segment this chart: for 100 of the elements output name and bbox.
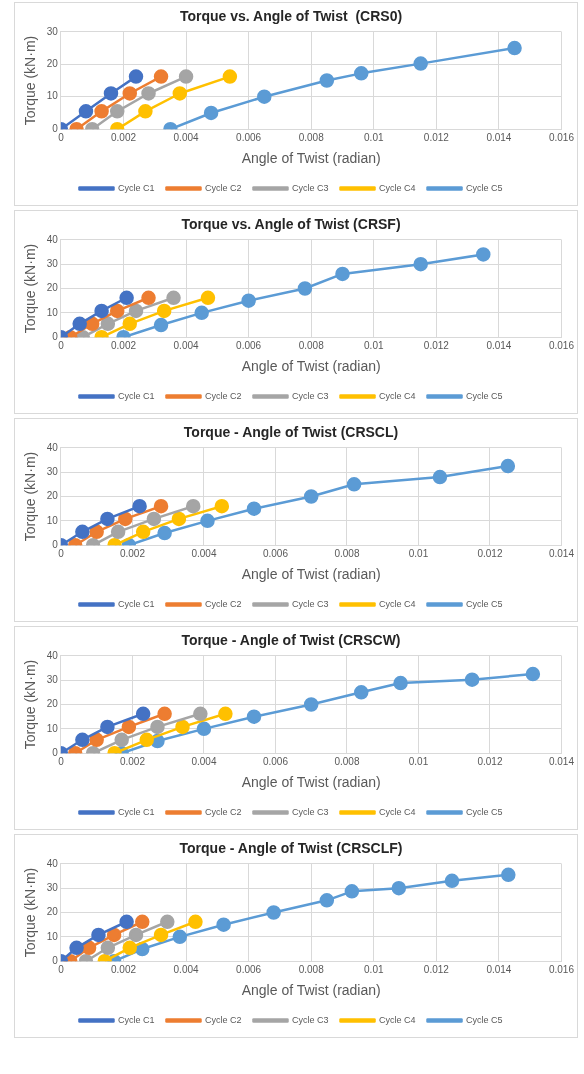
x-tick-label: 0.012	[423, 131, 450, 143]
legend-label: Cycle C4	[379, 390, 416, 401]
y-tick-label: 0	[52, 122, 59, 134]
x-tick-label: 0.008	[334, 547, 360, 559]
y-tick-label: 10	[46, 722, 59, 734]
legend-label: Cycle C1	[117, 182, 155, 193]
chart-title: Torque vs. Angle of Twist (CRSF)	[181, 216, 401, 233]
x-tick-label: 0.008	[334, 755, 360, 767]
x-axis-title: Angle of Twist (radian)	[241, 982, 381, 999]
legend-label: Cycle C2	[204, 598, 242, 609]
y-tick-label: 30	[46, 673, 59, 685]
x-tick-label: 0.01	[364, 131, 384, 143]
y-axis-title: Torque (kN·m)	[22, 451, 39, 542]
legend-label: Cycle C5	[466, 182, 503, 193]
x-tick-label: 0.008	[298, 339, 325, 351]
x-tick-label: 0.01	[408, 755, 429, 767]
x-tick-label: 0.014	[486, 963, 512, 975]
x-tick-label: 0.01	[364, 339, 384, 351]
x-tick-label: 0.008	[298, 131, 325, 143]
x-tick-label: 0.004	[173, 131, 200, 143]
legend-label: Cycle C5	[466, 1014, 503, 1025]
x-tick-label: 0.012	[423, 963, 450, 975]
y-tick-label: 10	[46, 930, 59, 942]
chart-title: Torque - Angle of Twist (CRSCW)	[181, 632, 401, 649]
y-tick-label: 10	[46, 514, 59, 526]
x-tick-label: 0.002	[110, 131, 137, 143]
y-axis-title: Torque (kN·m)	[22, 35, 39, 126]
y-tick-label: 20	[46, 490, 59, 502]
x-tick-label: 0.006	[262, 755, 289, 767]
x-tick-label: 0.014	[486, 131, 512, 143]
legend-label: Cycle C3	[292, 390, 329, 401]
legend-label: Cycle C2	[204, 1014, 242, 1025]
chart-title: Torque vs. Angle of Twist (CRS0)	[179, 8, 403, 25]
y-tick-label: 20	[46, 698, 59, 710]
x-axis-title: Angle of Twist (radian)	[241, 774, 381, 791]
x-tick-label: 0.006	[262, 547, 289, 559]
y-tick-label: 20	[46, 58, 59, 70]
y-axis-title: Torque (kN·m)	[22, 243, 39, 334]
x-tick-label: 0.016	[548, 963, 575, 975]
x-tick-label: 0.004	[173, 963, 200, 975]
x-tick-label: 0.004	[191, 547, 217, 559]
legend-label: Cycle C1	[117, 598, 155, 609]
legend-label: Cycle C5	[466, 806, 503, 817]
legend-label: Cycle C2	[204, 390, 242, 401]
y-tick-label: 20	[46, 906, 59, 918]
x-axis-title: Angle of Twist (radian)	[241, 566, 381, 583]
legend-label: Cycle C4	[379, 182, 416, 193]
legend-label: Cycle C3	[292, 806, 329, 817]
x-tick-label: 0.01	[364, 963, 384, 975]
y-tick-label: 10	[46, 90, 59, 102]
legend-label: Cycle C3	[292, 182, 329, 193]
y-tick-label: 40	[46, 441, 59, 453]
legend-label: Cycle C1	[117, 390, 155, 401]
legend-label: Cycle C4	[379, 598, 416, 609]
x-tick-label: 0.002	[110, 339, 137, 351]
y-tick-label: 0	[52, 330, 59, 342]
legend-label: Cycle C2	[204, 182, 242, 193]
legend-label: Cycle C2	[204, 806, 242, 817]
x-tick-label: 0.006	[236, 339, 262, 351]
legend-label: Cycle C1	[117, 806, 155, 817]
x-tick-label: 0.01	[408, 547, 429, 559]
x-tick-label: 0.008	[298, 963, 325, 975]
y-tick-label: 0	[52, 538, 59, 550]
x-tick-label: 0.004	[191, 755, 217, 767]
y-tick-label: 0	[52, 746, 59, 758]
y-axis-title: Torque (kN·m)	[22, 867, 39, 958]
x-tick-label: 0.002	[119, 547, 146, 559]
legend-label: Cycle C4	[379, 1014, 416, 1025]
x-tick-label: 0.006	[236, 963, 262, 975]
x-tick-label: 0.006	[236, 131, 262, 143]
x-tick-label: 0.014	[548, 547, 575, 559]
y-tick-label: 40	[46, 857, 59, 869]
x-tick-label: 0.002	[119, 755, 146, 767]
x-tick-label: 0.014	[486, 339, 512, 351]
y-tick-label: 20	[46, 282, 59, 294]
y-tick-label: 0	[52, 954, 59, 966]
x-tick-label: 0.016	[548, 339, 575, 351]
x-tick-label: 0.012	[423, 339, 450, 351]
x-tick-label: 0.016	[548, 131, 575, 143]
x-tick-label: 0.004	[173, 339, 200, 351]
legend-label: Cycle C1	[117, 1014, 155, 1025]
legend-label: Cycle C5	[466, 598, 503, 609]
y-tick-label: 10	[46, 306, 59, 318]
legend-label: Cycle C4	[379, 806, 416, 817]
y-tick-label: 30	[46, 881, 59, 893]
y-tick-label: 40	[46, 233, 59, 245]
x-tick-label: 0.014	[548, 755, 575, 767]
x-tick-label: 0.012	[477, 755, 503, 767]
y-tick-label: 30	[46, 257, 59, 269]
y-tick-label: 30	[46, 465, 59, 477]
y-axis-title: Torque (kN·m)	[22, 659, 39, 750]
y-tick-label: 40	[46, 649, 59, 661]
legend-label: Cycle C5	[466, 390, 503, 401]
chart-title: Torque - Angle of Twist (CRSCLF)	[179, 840, 403, 857]
y-tick-label: 30	[46, 25, 59, 37]
legend-label: Cycle C3	[292, 598, 329, 609]
x-axis-title: Angle of Twist (radian)	[241, 150, 381, 167]
chart-title: Torque - Angle of Twist (CRSCL)	[183, 424, 399, 441]
x-axis-title: Angle of Twist (radian)	[241, 358, 381, 375]
legend-label: Cycle C3	[292, 1014, 329, 1025]
